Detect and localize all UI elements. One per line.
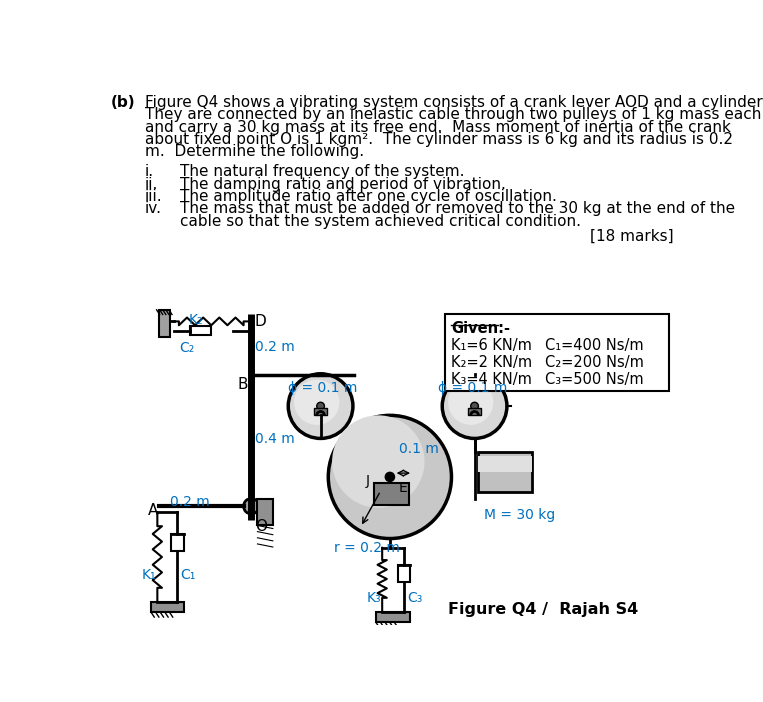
Circle shape	[328, 416, 452, 538]
Text: and carry a 30 kg mass at its free end.  Mass moment of inertia of the crank: and carry a 30 kg mass at its free end. …	[145, 119, 731, 135]
Bar	[478, 456, 533, 472]
Text: K₃=4 KN/m: K₃=4 KN/m	[452, 372, 533, 388]
Text: B: B	[237, 377, 248, 392]
Text: D: D	[254, 314, 266, 329]
Text: K₁: K₁	[142, 568, 156, 582]
Text: J: J	[365, 474, 369, 488]
Text: iii.: iii.	[145, 189, 163, 204]
Text: Figure Q4 /  Rajah S4: Figure Q4 / Rajah S4	[448, 602, 638, 618]
Text: K₂=2 KN/m: K₂=2 KN/m	[452, 355, 533, 370]
Bar	[151, 602, 184, 612]
Bar	[376, 611, 410, 623]
Text: m.  Determine the following.: m. Determine the following.	[145, 145, 364, 159]
Circle shape	[385, 472, 394, 482]
Text: ϕ = 0.1 m: ϕ = 0.1 m	[438, 381, 507, 395]
Bar	[446, 314, 668, 391]
Bar	[478, 452, 533, 492]
Text: ii.: ii.	[145, 177, 159, 192]
Circle shape	[243, 498, 259, 514]
Bar	[468, 408, 481, 416]
Text: cable so that the system achieved critical condition.: cable so that the system achieved critic…	[180, 213, 581, 229]
Text: ϕ = 0.1 m: ϕ = 0.1 m	[288, 381, 358, 395]
Circle shape	[288, 373, 353, 439]
Bar	[171, 534, 184, 551]
Text: C₃: C₃	[407, 591, 422, 605]
Circle shape	[332, 416, 424, 508]
Text: O: O	[255, 519, 267, 534]
Text: They are connected by an inelastic cable through two pulleys of 1 kg mass each: They are connected by an inelastic cable…	[145, 107, 761, 122]
Circle shape	[443, 373, 507, 439]
Text: [18 marks]: [18 marks]	[590, 229, 674, 244]
Text: C₃=500 Ns/m: C₃=500 Ns/m	[546, 372, 644, 388]
Text: A: A	[148, 503, 159, 518]
Text: about fixed point O is 1 kgm².  The cylinder mass is 6 kg and its radius is 0.2: about fixed point O is 1 kgm². The cylin…	[145, 132, 733, 147]
Text: M = 30 kg: M = 30 kg	[484, 508, 555, 522]
Text: The natural frequency of the system.: The natural frequency of the system.	[180, 164, 465, 179]
Text: i.: i.	[145, 164, 154, 179]
Text: The damping ratio and period of vibration.: The damping ratio and period of vibratio…	[180, 177, 507, 192]
Bar	[375, 483, 409, 505]
Text: K₃: K₃	[367, 591, 382, 605]
Text: 0.1 m: 0.1 m	[399, 442, 439, 456]
Circle shape	[294, 380, 340, 425]
Text: C₂: C₂	[179, 340, 195, 355]
Circle shape	[448, 380, 494, 425]
Text: iv.: iv.	[145, 201, 162, 216]
Text: Figure Q4 shows a vibrating system consists of a crank lever AOD and a cylinder.: Figure Q4 shows a vibrating system consi…	[145, 95, 763, 110]
Bar	[314, 408, 327, 416]
Text: 0.4 m: 0.4 m	[255, 432, 295, 446]
Text: Given:-: Given:-	[452, 322, 510, 336]
Circle shape	[317, 402, 324, 410]
Text: C₁: C₁	[180, 568, 196, 582]
Text: E: E	[399, 481, 408, 495]
Text: K₂: K₂	[188, 313, 203, 327]
Text: The mass that must be added or removed to the 30 kg at the end of the: The mass that must be added or removed t…	[180, 201, 736, 216]
Text: (b): (b)	[111, 95, 136, 110]
Text: The amplitude ratio after one cycle of oscillation.: The amplitude ratio after one cycle of o…	[180, 189, 557, 204]
Text: 0.2 m: 0.2 m	[170, 495, 210, 509]
Text: C₂=200 Ns/m: C₂=200 Ns/m	[546, 355, 644, 370]
Bar	[159, 310, 170, 337]
Bar	[257, 498, 273, 526]
Bar	[398, 566, 410, 583]
Text: 0.2 m: 0.2 m	[255, 340, 295, 354]
Text: C₁=400 Ns/m: C₁=400 Ns/m	[546, 338, 644, 353]
Bar	[190, 326, 211, 336]
Text: K₁=6 KN/m: K₁=6 KN/m	[452, 338, 533, 353]
Text: r = 0.2 m: r = 0.2 m	[334, 541, 401, 555]
Circle shape	[471, 402, 478, 410]
